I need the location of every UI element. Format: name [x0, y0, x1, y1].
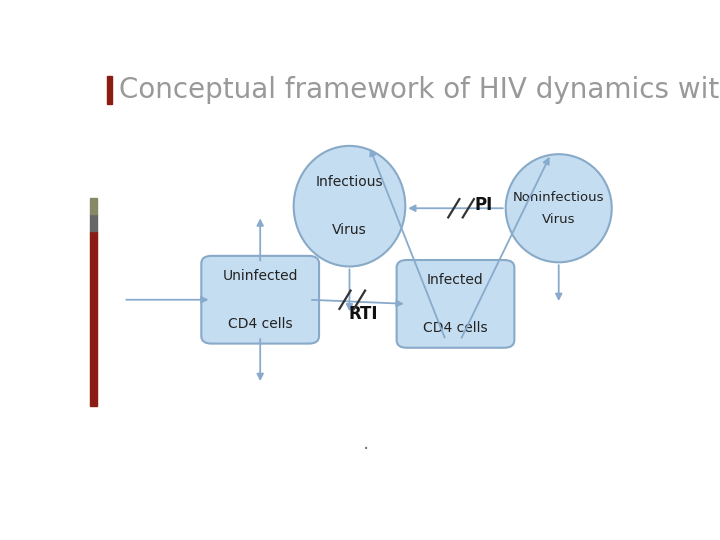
- Ellipse shape: [505, 154, 612, 262]
- Text: Conceptual framework of HIV dynamics within host: Conceptual framework of HIV dynamics wit…: [119, 76, 720, 104]
- Text: PI: PI: [474, 196, 492, 214]
- Text: Uninfected

CD4 cells: Uninfected CD4 cells: [222, 269, 298, 330]
- Text: RTI: RTI: [348, 305, 378, 322]
- Ellipse shape: [294, 146, 405, 266]
- Text: Infectious

Virus: Infectious Virus: [315, 176, 383, 237]
- Text: Noninfectious
Virus: Noninfectious Virus: [513, 191, 605, 226]
- FancyBboxPatch shape: [202, 256, 319, 343]
- FancyBboxPatch shape: [397, 260, 514, 348]
- Bar: [90, 214, 97, 231]
- Text: .: .: [363, 434, 369, 453]
- Text: Infected

CD4 cells: Infected CD4 cells: [423, 273, 488, 335]
- Bar: [90, 231, 97, 406]
- Bar: [90, 198, 97, 214]
- Bar: [107, 76, 112, 104]
